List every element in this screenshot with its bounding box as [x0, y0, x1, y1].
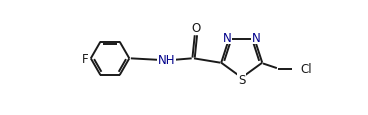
Text: NH: NH [158, 54, 175, 67]
Text: S: S [238, 73, 245, 86]
Text: F: F [82, 52, 88, 65]
Text: N: N [252, 31, 260, 44]
Text: O: O [191, 22, 200, 35]
Text: N: N [223, 31, 232, 44]
Text: Cl: Cl [300, 63, 312, 76]
